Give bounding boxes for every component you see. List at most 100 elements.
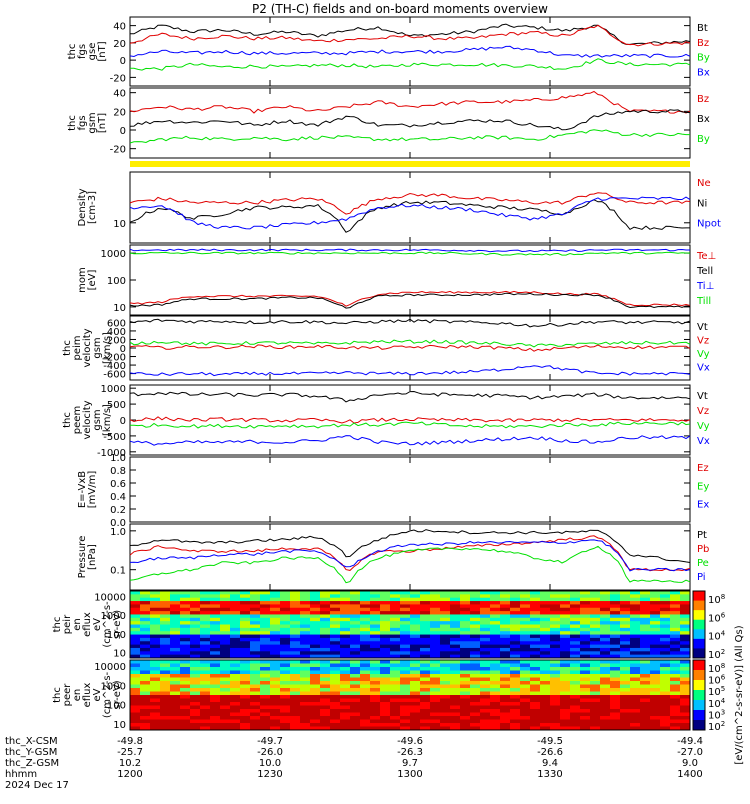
spectrogram-cell [360, 660, 371, 664]
spectrogram-cell [240, 688, 251, 692]
spectrogram-cell [320, 712, 331, 717]
spectrogram-cell [410, 641, 421, 646]
spectrogram-cell [360, 604, 371, 609]
spectrogram-cell [170, 723, 181, 727]
spectrogram-cell [340, 695, 351, 699]
spectrogram-cell [500, 634, 511, 639]
spectrogram-cell [230, 621, 241, 625]
spectrogram-cell [500, 681, 511, 685]
spectrogram-cell [470, 624, 481, 629]
spectrogram-cell [490, 667, 501, 671]
spectrogram-cell [370, 641, 381, 646]
spectrogram-cell [190, 681, 201, 685]
spectrogram-cell [140, 681, 151, 685]
spectrogram-cell [580, 670, 591, 675]
spectrogram-cell [180, 607, 191, 612]
spectrogram-cell [260, 621, 271, 625]
spectrogram-cell [280, 637, 291, 642]
spectrogram-cell [280, 651, 291, 656]
spectrogram-cell [340, 651, 351, 656]
spectrogram-cell [600, 601, 611, 605]
spectrogram-cell [590, 705, 601, 710]
spectrogram-cell [480, 695, 491, 699]
spectrogram-cell [520, 611, 531, 615]
spectrogram-cell [230, 601, 241, 605]
spectrogram-cell [680, 634, 691, 639]
spectrogram-cell [610, 644, 621, 649]
spectrogram-cell [180, 654, 191, 659]
spectrogram-cell [160, 627, 171, 632]
spectrogram-cell [590, 641, 601, 646]
spectrogram-cell [250, 601, 261, 605]
spectrogram-cell [610, 647, 621, 652]
spectrogram-cell [680, 614, 691, 619]
spectrogram-cell [560, 702, 571, 706]
spectrogram-cell [220, 627, 231, 632]
spectrogram-cell [310, 631, 321, 636]
spectrogram-cell [380, 591, 391, 595]
spectrogram-cell [200, 631, 211, 636]
spectrogram-cell [380, 607, 391, 612]
spectrogram-cell [330, 634, 341, 639]
spectrogram-cell [640, 614, 651, 619]
spectrogram-cell [550, 601, 561, 605]
spectrogram-cell [320, 719, 331, 724]
spectrogram-cell [220, 695, 231, 699]
spectrogram-cell [260, 634, 271, 639]
spectrogram-cell [140, 660, 151, 664]
spectrogram-cell [310, 627, 321, 632]
series-line-Vx [129, 365, 691, 377]
spectrogram-cell [550, 726, 561, 731]
spectrogram-cell [300, 634, 311, 639]
spectrogram-cell [500, 719, 511, 724]
spectrogram-cell [310, 647, 321, 652]
spectrogram-cell [650, 621, 661, 625]
y-axis-label: (cm^2-s- [102, 671, 113, 718]
spectrogram-cell [180, 705, 191, 710]
spectrogram-cell [420, 634, 431, 639]
spectrogram-cell [570, 637, 581, 642]
spectrogram-cell [150, 634, 161, 639]
spectrogram-cell [540, 604, 551, 609]
spectrogram-cell [200, 627, 211, 632]
spectrogram-cell [190, 591, 201, 595]
spectrogram-cell [640, 670, 651, 675]
spectrogram-cell [210, 705, 221, 710]
spectrogram-cell [450, 670, 461, 675]
spectrogram-cell [640, 641, 651, 646]
spectrogram-cell [250, 667, 261, 671]
spectrogram-cell [360, 698, 371, 703]
y-tick-label: 1.0 [110, 527, 126, 538]
spectrogram-cell [190, 597, 201, 602]
spectrogram-cell [150, 647, 161, 652]
spectrogram-cell [210, 634, 221, 639]
spectrogram-cell [440, 670, 451, 675]
spectrogram-cell [510, 647, 521, 652]
spectrogram-cell [390, 634, 401, 639]
spectrogram-cell [420, 614, 431, 619]
spectrogram-cell [350, 644, 361, 649]
spectrogram-cell [280, 654, 291, 659]
y-axis-label: eflux [82, 612, 93, 637]
spectrogram-cell [480, 637, 491, 642]
spectrogram-cell [340, 631, 351, 636]
spectrogram-cell [210, 702, 221, 706]
spectrogram-cell [210, 601, 221, 605]
spectrogram-cell [480, 604, 491, 609]
spectrogram-cell [290, 617, 301, 622]
spectrogram-cell [380, 716, 391, 720]
spectrogram-cell [680, 695, 691, 699]
spectrogram-cell [340, 688, 351, 692]
spectrogram-cell [680, 604, 691, 609]
spectrogram-cell [290, 607, 301, 612]
spectrogram-cell [220, 705, 231, 710]
spectrogram-cell [630, 641, 641, 646]
spectrogram-cell [650, 709, 661, 713]
legend-entry: By [697, 53, 710, 64]
spectrogram-cell [440, 709, 451, 713]
colorbar-label: [eV/(cm^2-s-sr-eV)] (All Qs) [734, 625, 745, 764]
spectrogram-cell [600, 684, 611, 689]
spectrogram-cell [470, 663, 481, 668]
spectrogram-cell [260, 601, 271, 605]
spectrogram-cell [680, 681, 691, 685]
